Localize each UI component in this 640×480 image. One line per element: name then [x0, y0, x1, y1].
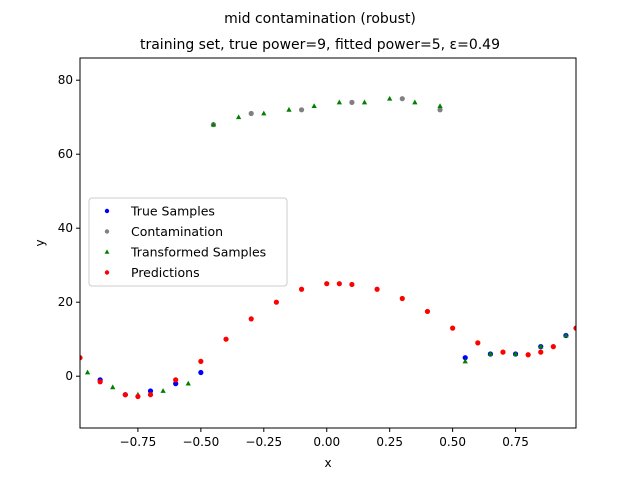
legend-marker-predictions — [104, 270, 110, 275]
point-contamination — [248, 110, 254, 117]
series-contamination — [210, 96, 443, 128]
y-tick-label: 80 — [58, 73, 73, 87]
point-transformed-samples — [110, 384, 116, 390]
point-predictions — [573, 325, 576, 331]
legend-marker-contamination — [104, 229, 110, 234]
point-predictions — [248, 316, 254, 322]
legend-label-transformed-samples: Transformed Samples — [130, 245, 266, 260]
point-predictions — [550, 344, 556, 350]
y-tick-label: 60 — [58, 147, 73, 161]
point-transformed-samples — [160, 388, 166, 393]
y-tick-label: 40 — [58, 221, 73, 235]
point-transformed-samples — [84, 369, 91, 375]
series-true-samples — [97, 332, 569, 398]
x-axis-label: x — [324, 456, 331, 470]
point-predictions — [147, 392, 154, 398]
point-transformed-samples — [210, 121, 217, 127]
legend-label-contamination: Contamination — [131, 224, 223, 239]
legend-marker-transformed-samples — [104, 249, 110, 254]
point-predictions — [173, 377, 179, 383]
y-tick-label: 20 — [58, 295, 73, 309]
point-transformed-samples — [336, 99, 342, 105]
x-tick-label: −0.50 — [182, 435, 219, 449]
chart-title: mid contamination (robust) — [224, 11, 416, 27]
point-contamination — [399, 96, 405, 102]
point-contamination — [437, 107, 443, 113]
point-predictions — [198, 358, 204, 364]
point-predictions — [399, 295, 405, 302]
legend-box — [88, 197, 288, 287]
point-transformed-samples — [261, 110, 267, 116]
point-transformed-samples — [512, 351, 519, 356]
point-predictions — [424, 308, 431, 315]
point-transformed-samples — [487, 351, 494, 356]
chart-subtitle: training set, true power=9, fitted power… — [140, 37, 500, 53]
point-transformed-samples — [311, 103, 317, 109]
legend-marker-true-samples — [104, 208, 110, 214]
point-transformed-samples — [538, 343, 544, 349]
x-tick-label: 0.25 — [376, 435, 403, 449]
y-tick-label: 0 — [65, 369, 73, 383]
axes-frame — [79, 57, 577, 429]
point-predictions — [97, 379, 103, 385]
point-transformed-samples — [462, 358, 468, 364]
point-predictions — [135, 393, 141, 400]
point-predictions — [450, 325, 456, 331]
point-predictions — [525, 352, 531, 358]
point-predictions — [349, 281, 355, 288]
point-predictions — [80, 355, 83, 361]
point-predictions — [475, 340, 481, 346]
legend-label-predictions: Predictions — [131, 265, 200, 280]
data-marks — [80, 95, 576, 400]
x-tick-label: −0.25 — [245, 435, 282, 449]
point-predictions — [374, 286, 380, 292]
x-tick-label: 0.50 — [439, 435, 466, 449]
point-transformed-samples — [185, 380, 191, 386]
point-transformed-samples — [437, 103, 443, 109]
point-predictions — [223, 336, 229, 342]
point-predictions — [500, 349, 506, 355]
point-predictions — [273, 299, 279, 305]
point-predictions — [324, 281, 330, 287]
point-contamination — [298, 107, 305, 113]
x-tick-label: 0.75 — [502, 435, 529, 449]
point-predictions — [122, 392, 128, 398]
point-predictions — [538, 349, 544, 355]
point-transformed-samples — [361, 99, 368, 105]
point-transformed-samples — [412, 99, 418, 105]
y-axis-label: y — [33, 239, 47, 246]
point-contamination — [349, 99, 355, 105]
axes: −0.75 −0.50 −0.25 0.00 0.25 0.50 0.75 0 20 40 60 80 — [58, 73, 529, 449]
x-tick-label: 0.00 — [313, 435, 340, 449]
point-transformed-samples — [235, 114, 242, 120]
point-true-samples — [147, 388, 154, 394]
series-predictions — [80, 281, 576, 400]
point-transformed-samples — [286, 106, 292, 112]
point-predictions — [298, 286, 305, 292]
legend: True Samples Contamination Transformed Sam… — [88, 197, 288, 287]
point-true-samples — [462, 355, 468, 361]
point-transformed-samples — [563, 332, 569, 338]
point-true-samples — [198, 369, 204, 376]
point-true-samples — [173, 381, 179, 387]
point-predictions — [336, 281, 342, 287]
plot-area — [80, 95, 576, 400]
legend-label-true-samples: True Samples — [130, 204, 215, 219]
point-transformed-samples — [387, 95, 393, 101]
x-tick-label: −0.75 — [120, 435, 157, 449]
